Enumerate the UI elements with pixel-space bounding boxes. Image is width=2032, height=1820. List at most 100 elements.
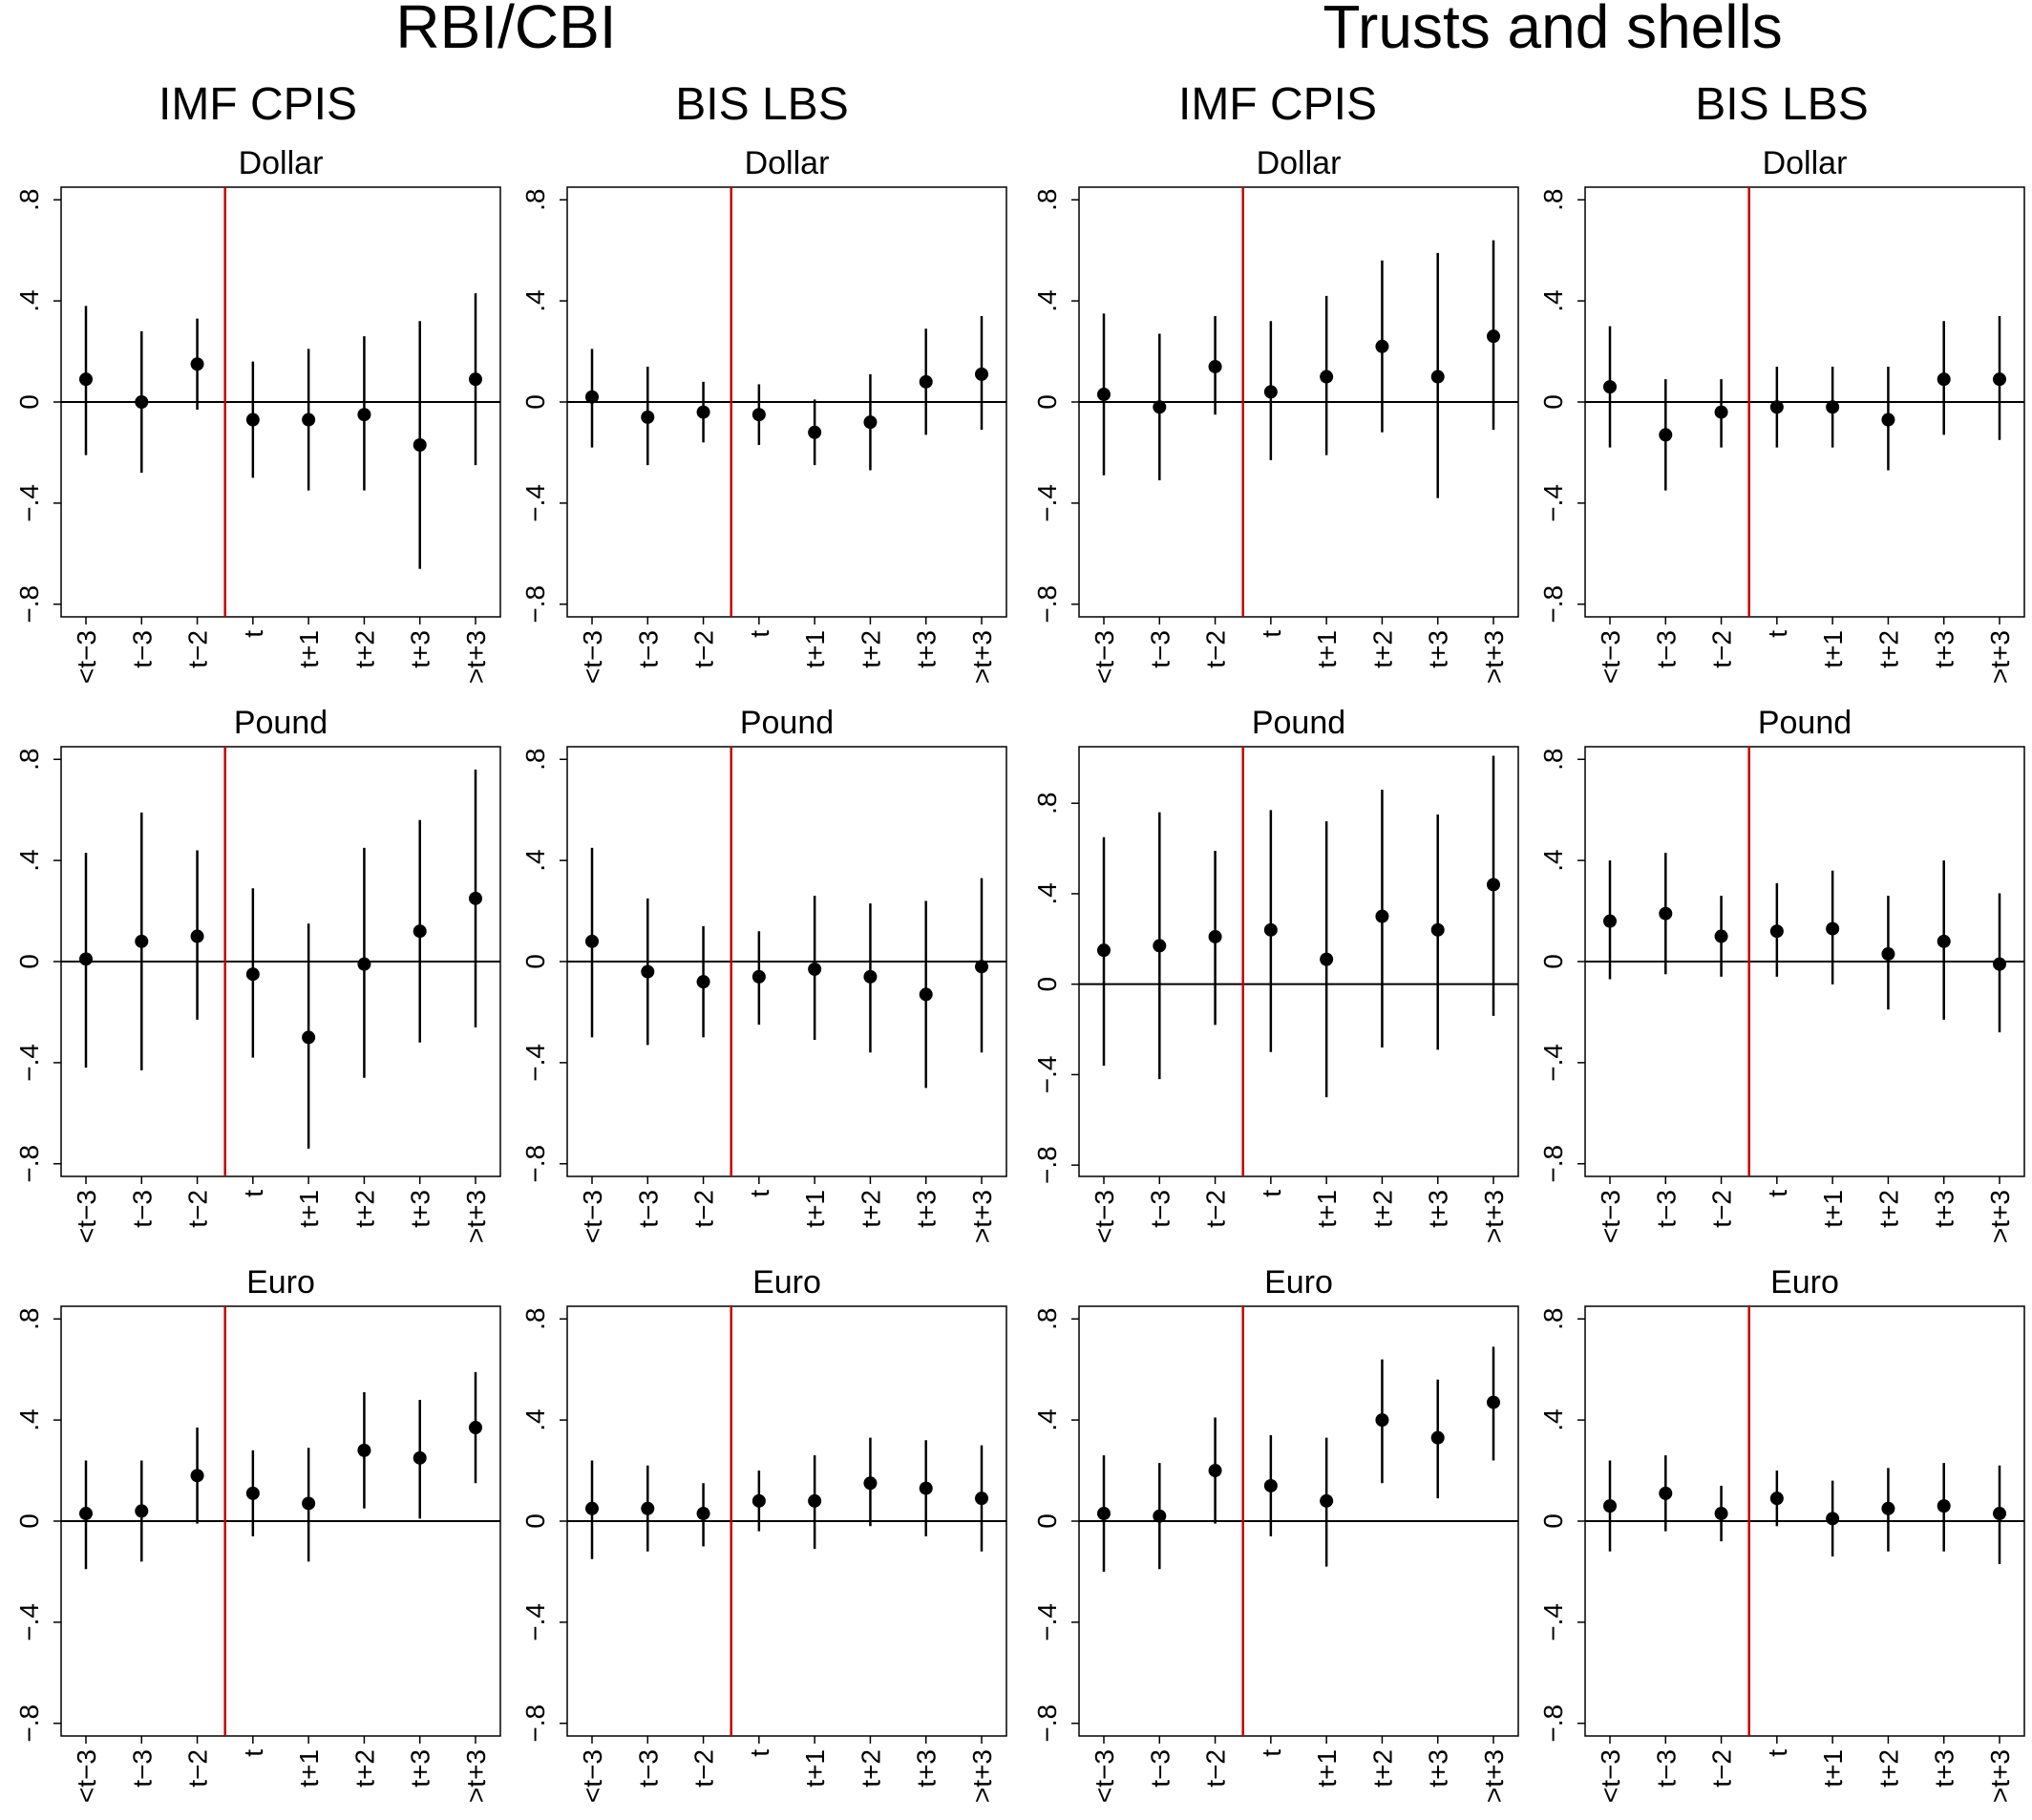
point-estimate <box>641 410 655 424</box>
point-estimate <box>302 413 316 427</box>
y-tick-label: .8 <box>1032 793 1062 815</box>
panel-title: Dollar <box>1257 145 1342 181</box>
y-tick-label: 0 <box>1032 1513 1062 1529</box>
point-estimate <box>1881 1501 1895 1515</box>
x-tick-label: t+3 <box>406 1749 435 1788</box>
y-tick-label: .8 <box>1032 189 1062 211</box>
y-tick-label: .4 <box>520 849 550 871</box>
y-tick-label: −.8 <box>520 585 550 624</box>
x-tick-label: t−3 <box>127 1749 157 1788</box>
x-tick-label: t+3 <box>1424 1749 1453 1788</box>
x-tick-label: t+2 <box>1367 1749 1397 1788</box>
x-tick-label: t+2 <box>856 1190 885 1228</box>
x-tick-label: t+2 <box>856 630 885 668</box>
y-tick-label: −.4 <box>1538 1044 1568 1082</box>
point-estimate <box>357 957 371 971</box>
point-estimate <box>1826 921 1840 936</box>
point-estimate <box>1430 1430 1445 1445</box>
x-tick-label: >t+3 <box>461 630 491 684</box>
x-tick-label: t <box>1763 1190 1792 1197</box>
column-title-bis-lbs-1: BIS LBS <box>675 79 848 130</box>
x-tick-label: >t+3 <box>461 1190 491 1243</box>
x-tick-label: t−2 <box>1707 630 1737 668</box>
y-tick-label: −.8 <box>14 1704 44 1743</box>
point-estimate <box>1320 1493 1334 1508</box>
x-tick-label: t+2 <box>1873 1749 1903 1788</box>
x-tick-label: t+2 <box>856 1749 885 1788</box>
point-estimate <box>1826 1512 1840 1526</box>
x-tick-label: t−2 <box>1707 1749 1737 1788</box>
panel-title: Dollar <box>1763 145 1848 181</box>
panel-title: Pound <box>740 705 834 741</box>
x-tick-label: t <box>1257 1190 1286 1197</box>
x-tick-label: t+1 <box>294 1749 324 1788</box>
x-tick-label: <t−3 <box>1090 1190 1119 1243</box>
point-estimate <box>1881 947 1895 962</box>
y-tick-label: −.4 <box>1538 484 1568 522</box>
point-estimate <box>245 967 260 982</box>
point-estimate <box>245 413 260 427</box>
y-tick-label: 0 <box>1032 977 1062 992</box>
panel-pound-4: Pound −.8 −.4 0 .4 .8 <t−3 t−3 t−2 t t+1 t+2 t+3 >t+3 <box>1538 705 2025 1243</box>
y-tick-label: .8 <box>1538 1308 1568 1330</box>
x-tick-label: <t−3 <box>578 1749 607 1803</box>
point-estimate <box>302 1030 316 1045</box>
point-estimate <box>919 1481 933 1495</box>
y-tick-label: .8 <box>520 1308 550 1330</box>
x-tick-label: t−2 <box>1201 630 1231 668</box>
point-estimate <box>863 1476 878 1491</box>
x-tick-label: t <box>239 1190 268 1197</box>
x-tick-label: >t+3 <box>1985 630 2015 684</box>
point-estimate <box>1881 413 1895 427</box>
x-tick-label: t−3 <box>633 1749 663 1788</box>
x-tick-label: <t−3 <box>1090 1749 1119 1803</box>
point-estimate <box>135 1504 149 1518</box>
x-tick-label: t+2 <box>1367 1190 1397 1228</box>
x-tick-label: t+3 <box>1930 1190 1959 1228</box>
y-tick-label: 0 <box>14 954 44 969</box>
point-estimate <box>1153 400 1167 414</box>
y-tick-label: .4 <box>1032 882 1062 904</box>
x-tick-label: <t−3 <box>72 1190 101 1243</box>
point-estimate <box>1097 943 1111 958</box>
panel-title: Euro <box>246 1264 315 1301</box>
column-title-imf-cpis-1: IMF CPIS <box>159 79 357 130</box>
y-tick-label: 0 <box>1032 394 1062 410</box>
point-estimate <box>696 975 710 989</box>
panel-title: Euro <box>752 1264 821 1301</box>
x-tick-label: >t+3 <box>1479 1749 1509 1803</box>
x-tick-label: t−3 <box>1145 630 1175 668</box>
group-title-trusts-and-shells: Trusts and shells <box>1323 0 1782 61</box>
x-tick-label: t+1 <box>1312 1749 1342 1788</box>
y-tick-label: −.8 <box>1032 585 1062 624</box>
point-estimate <box>1937 934 1951 948</box>
y-tick-label: −.4 <box>520 1603 550 1641</box>
point-estimate <box>975 960 988 974</box>
x-tick-label: t−3 <box>1651 630 1681 668</box>
x-tick-label: >t+3 <box>1985 1749 2015 1803</box>
point-estimate <box>1153 939 1167 953</box>
point-estimate <box>1826 400 1840 414</box>
x-tick-label: <t−3 <box>1090 630 1119 684</box>
panel-pound-1: Pound −.8 −.4 0 .4 .8 <t−3 t−3 t−2 t t+1 t+2 t+3 >t+3 <box>14 705 501 1243</box>
point-estimate <box>919 987 933 1002</box>
x-tick-label: t <box>239 1749 268 1757</box>
point-estimate <box>413 924 427 939</box>
point-estimate <box>1659 428 1673 442</box>
point-estimate <box>585 390 599 404</box>
point-estimate <box>1659 906 1673 921</box>
group-title-rbi-cbi: RBI/CBI <box>395 0 616 61</box>
point-estimate <box>1993 372 2006 387</box>
y-tick-label: .8 <box>1032 1308 1062 1330</box>
y-tick-label: −.4 <box>1032 484 1062 522</box>
y-tick-label: −.4 <box>520 484 550 522</box>
point-estimate <box>79 372 93 387</box>
panel-title: Euro <box>1264 1264 1333 1301</box>
point-estimate <box>357 1443 371 1457</box>
x-tick-label: >t+3 <box>967 630 997 684</box>
x-tick-label: <t−3 <box>1596 1749 1625 1803</box>
point-estimate <box>135 934 149 948</box>
y-tick-label: .4 <box>520 289 550 311</box>
point-estimate <box>1603 1499 1617 1513</box>
point-estimate <box>696 405 710 419</box>
